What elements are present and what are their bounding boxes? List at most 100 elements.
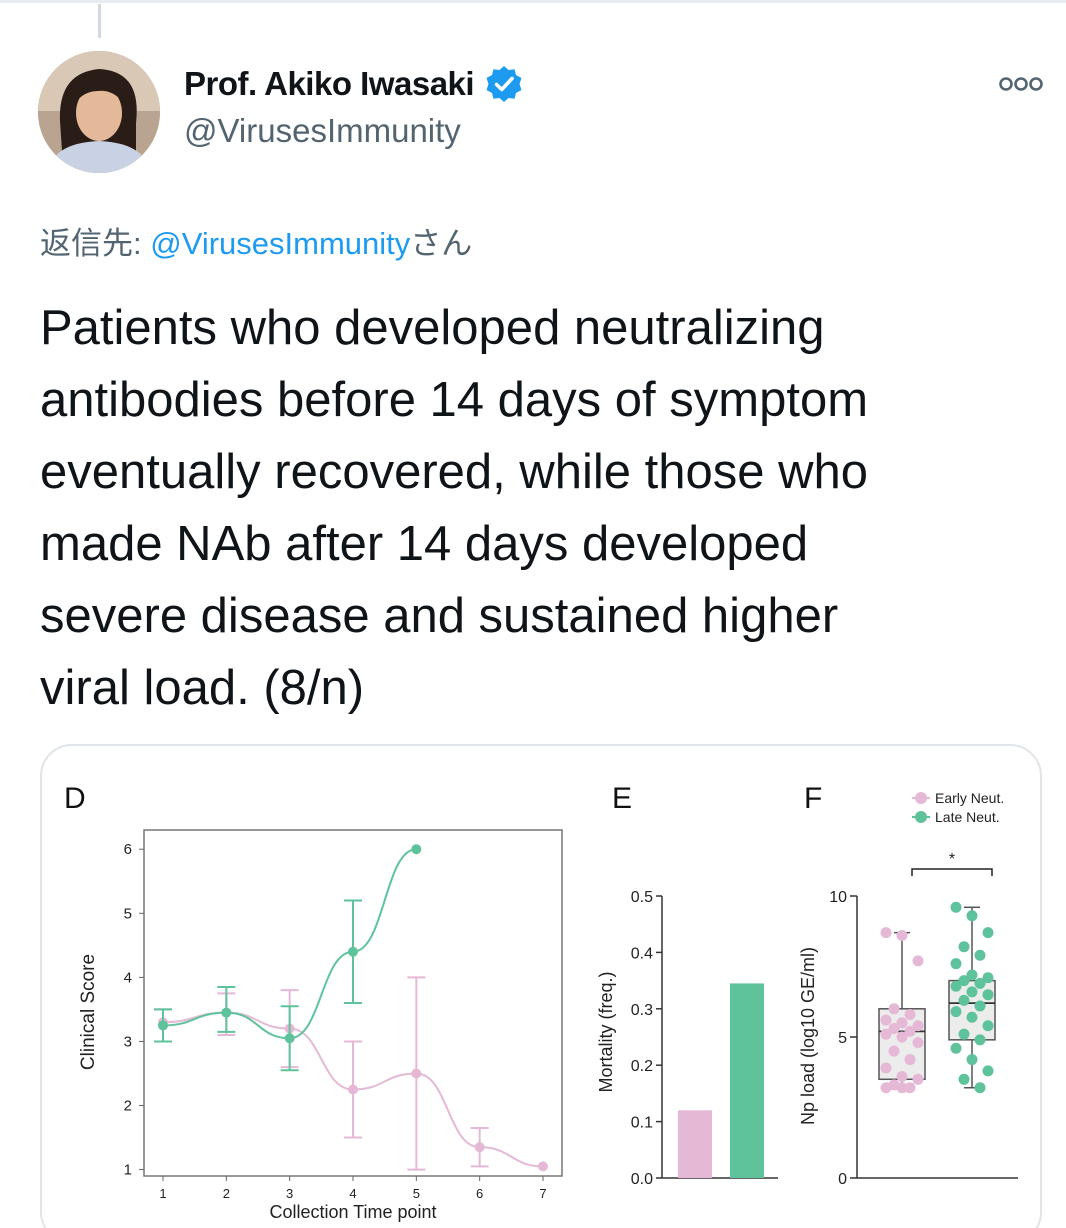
panel-f-data-point	[950, 980, 962, 992]
panel-d-data-point	[411, 844, 422, 855]
top-divider	[0, 0, 1066, 3]
panel-f-data-point	[896, 1070, 908, 1082]
tweet-media-image[interactable]: D E F Clinical Score Collection Time poi…	[40, 744, 1042, 1228]
panel-f-y-tick-label: 5	[838, 1030, 847, 1047]
panel-f-data-point	[958, 941, 970, 953]
panel-f-data-point	[896, 1082, 908, 1094]
panel-f-data-point	[912, 1020, 924, 1032]
panel-e-bar-1	[678, 1110, 712, 1178]
panel-f-data-point	[974, 977, 986, 989]
panel-f-data-point	[958, 975, 970, 987]
reply-suffix: さん	[410, 226, 473, 261]
panel-f-data-point	[974, 1034, 986, 1046]
panel-e-bar-2	[730, 983, 764, 1178]
panel-f-data-point	[888, 1003, 900, 1015]
panel-f-data-point	[974, 1082, 986, 1094]
panel-f-data-point	[966, 910, 978, 922]
verified-badge-icon	[486, 66, 522, 102]
panel-d-x-tick-label: 4	[349, 1186, 356, 1201]
panel-label-e: E	[612, 782, 632, 815]
panel-f-data-point	[896, 1017, 908, 1029]
panel-d-line-chart: Clinical Score Collection Time point 1 2 3…	[78, 829, 563, 1222]
panel-f-data-point	[896, 929, 908, 941]
panel-d-data-point	[158, 1020, 168, 1031]
panel-f-legend-marker	[915, 792, 927, 804]
panel-f-legend-marker	[915, 811, 927, 823]
figure-panels: D E F Clinical Score Collection Time poi…	[64, 782, 1018, 1222]
panel-f-data-point	[982, 1020, 994, 1032]
panel-f-data-point	[958, 994, 970, 1006]
panel-f-data-point	[974, 1000, 986, 1012]
panel-d-x-axis-label: Collection Time point	[269, 1202, 436, 1222]
panel-f-data-point	[912, 955, 924, 967]
panel-f-data-point	[880, 1062, 892, 1074]
panel-f-data-point	[958, 1028, 970, 1040]
panel-d-y-axis-label: Clinical Score	[78, 954, 99, 1070]
panel-d-y-tick-label: 2	[124, 1098, 132, 1115]
panel-f-data-point	[950, 1042, 962, 1054]
panel-f-data-point	[958, 1073, 970, 1085]
panel-d-x-tick-label: 1	[159, 1186, 166, 1201]
tweet-text: Patients who developed neutralizing anti…	[40, 301, 869, 715]
author-avatar[interactable]	[38, 51, 160, 173]
panel-e-y-tick-label: 0.3	[631, 1002, 653, 1019]
panel-d-data-point	[348, 1084, 358, 1095]
panel-f-data-point	[904, 1082, 916, 1094]
panel-f-data-point	[880, 1014, 892, 1026]
panel-f-y-tick-label: 0	[838, 1171, 847, 1188]
panel-e-y-tick-label: 0.0	[631, 1171, 653, 1188]
panel-d-data-point	[284, 1033, 295, 1044]
panel-f-significance-star: *	[949, 851, 955, 868]
panel-d-y-tick-label: 4	[124, 969, 132, 986]
reply-prefix: 返信先:	[40, 226, 151, 261]
panel-f-data-point	[982, 927, 994, 939]
panel-f-data-point	[974, 949, 986, 961]
panel-d-x-tick-label: 6	[476, 1186, 483, 1201]
reply-context: 返信先: @VirusesImmunityさん	[40, 218, 472, 263]
panel-f-data-point	[966, 1054, 978, 1066]
panel-f-data-point	[904, 1008, 916, 1020]
panel-e-y-tick-label: 0.1	[631, 1115, 653, 1132]
author-name[interactable]: Prof. Akiko Iwasaki	[184, 64, 524, 104]
panel-f-data-point	[880, 1028, 892, 1040]
panel-f-data-point	[982, 1065, 994, 1077]
panel-f-y-tick-label: 10	[829, 889, 847, 906]
panel-label-d: D	[64, 782, 86, 815]
panel-e-y-tick-label: 0.2	[631, 1058, 653, 1075]
panel-d-x-tick-label: 3	[286, 1186, 293, 1201]
panel-d-y-tick-label: 1	[124, 1162, 132, 1179]
panel-f-data-point	[888, 1023, 900, 1035]
panel-f-data-point	[982, 989, 994, 1001]
panel-f-data-point	[912, 1037, 924, 1049]
more-options-icon[interactable]	[998, 74, 1044, 94]
panel-f-data-point	[880, 1082, 892, 1094]
author-name-text: Prof. Akiko Iwasaki	[184, 65, 475, 102]
panel-f-legend-label: Early Neut.	[935, 790, 1004, 806]
panel-f-data-point	[950, 958, 962, 970]
panel-d-data-point	[538, 1161, 548, 1172]
panel-d-y-tick-label: 5	[124, 905, 132, 922]
panel-d-y-tick-label: 3	[124, 1033, 132, 1050]
panel-f-data-point	[966, 969, 978, 981]
panel-f-y-axis-label: Np load (log10 GE/ml)	[798, 947, 818, 1125]
panel-e-y-tick-label: 0.5	[631, 889, 653, 906]
panel-f-data-point	[912, 1073, 924, 1085]
panel-d-x-tick-label: 2	[223, 1186, 230, 1201]
panel-f-data-point	[950, 1006, 962, 1018]
panel-d-series-line-2	[162, 848, 417, 1040]
panel-f-data-point	[982, 972, 994, 984]
panel-d-y-tick-label: 6	[124, 841, 132, 858]
panel-e-y-axis-label: Mortality (freq.)	[596, 971, 616, 1092]
panel-f-data-point	[896, 1031, 908, 1043]
panel-f-data-point	[966, 1011, 978, 1023]
panel-f-box-plot: Np load (log10 GE/ml) 0 5 10 Early Neut. La…	[798, 790, 1018, 1188]
panel-d-data-point	[221, 1007, 232, 1018]
panel-label-f: F	[804, 782, 822, 815]
panel-d-data-point	[348, 946, 358, 957]
panel-e-bar-chart: Mortality (freq.) 0.0 0.1 0.2 0.3 0.4 0.5	[596, 889, 778, 1188]
author-handle[interactable]: @VirusesImmunity	[184, 112, 461, 149]
panel-f-data-point	[880, 927, 892, 939]
panel-f-significance-bracket	[911, 868, 993, 876]
panel-d-x-tick-label: 7	[539, 1186, 546, 1201]
reply-mention-link[interactable]: @VirusesImmunity	[150, 226, 411, 261]
